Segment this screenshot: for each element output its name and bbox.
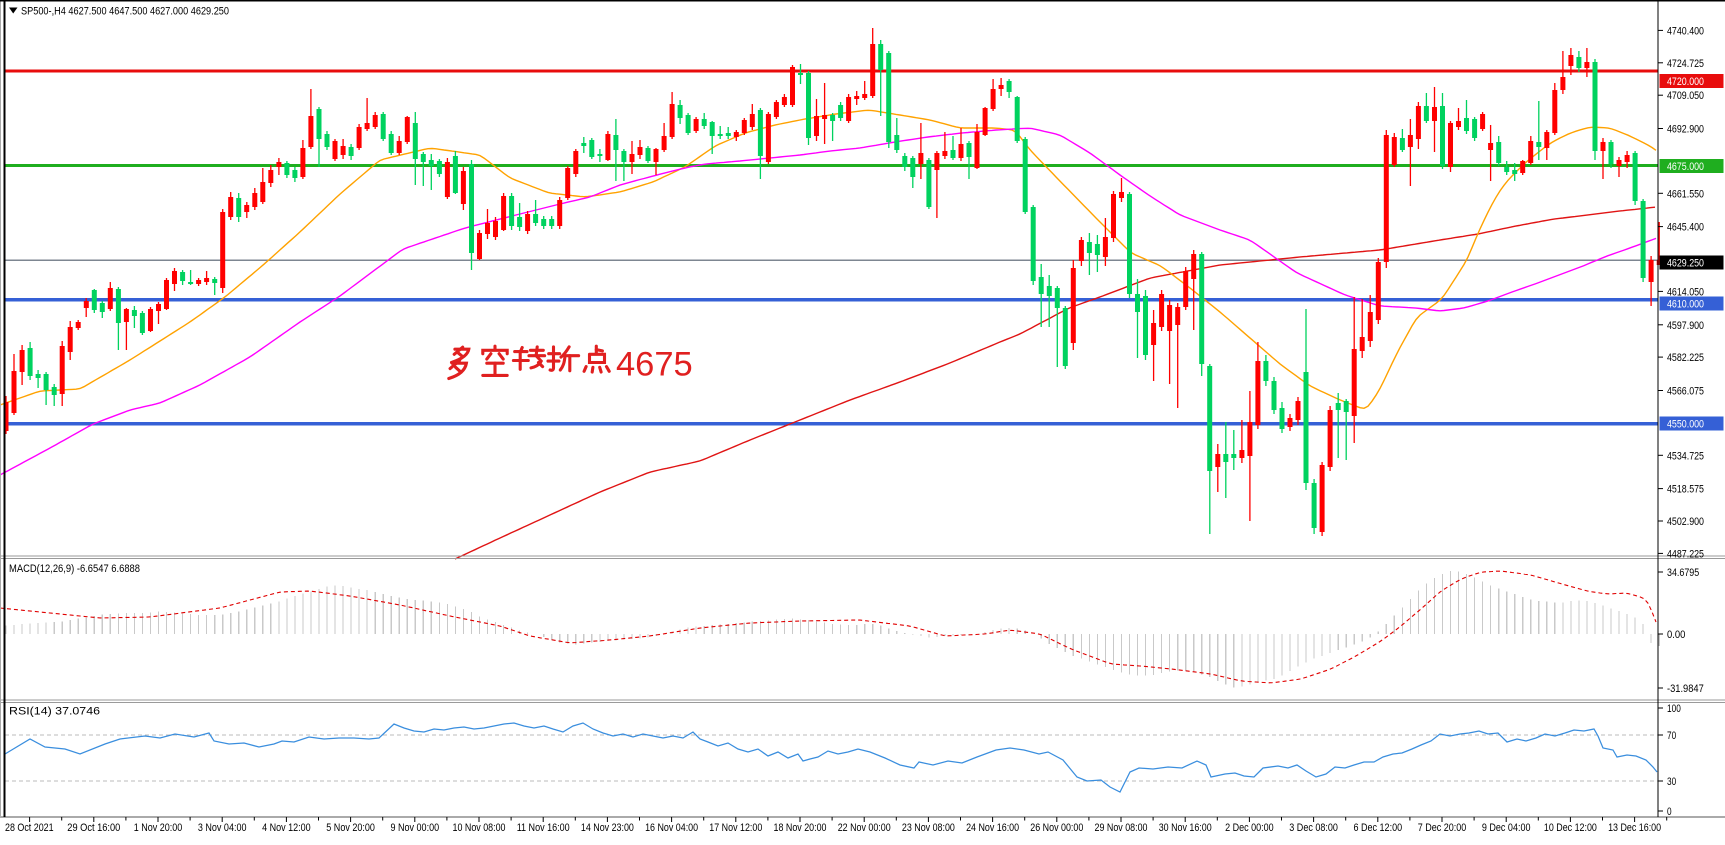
svg-text:34.6795: 34.6795 [1667,567,1699,579]
svg-text:RSI(14) 37.0746: RSI(14) 37.0746 [9,706,100,718]
svg-text:4645.400: 4645.400 [1667,222,1704,234]
svg-text:4675: 4675 [616,346,693,384]
svg-text:4 Nov 12:00: 4 Nov 12:00 [262,822,311,834]
svg-text:3 Nov 04:00: 3 Nov 04:00 [198,822,247,834]
svg-text:10 Dec 12:00: 10 Dec 12:00 [1544,822,1597,834]
svg-text:4502.900: 4502.900 [1667,516,1704,528]
svg-text:28 Oct 2021: 28 Oct 2021 [5,822,54,834]
svg-text:16 Nov 04:00: 16 Nov 04:00 [645,822,698,834]
svg-text:10 Nov 08:00: 10 Nov 08:00 [453,822,506,834]
svg-text:0: 0 [1667,806,1672,818]
svg-text:4582.225: 4582.225 [1667,352,1704,364]
svg-text:4550.000: 4550.000 [1667,419,1704,431]
svg-text:7 Dec 20:00: 7 Dec 20:00 [1418,822,1467,834]
svg-text:17 Nov 12:00: 17 Nov 12:00 [709,822,762,834]
svg-text:2 Dec 00:00: 2 Dec 00:00 [1225,822,1274,834]
svg-text:30: 30 [1667,776,1676,788]
svg-text:23 Nov 08:00: 23 Nov 08:00 [902,822,955,834]
svg-text:SP500-,H4 4627.500 4647.500 4: SP500-,H4 4627.500 4647.500 4627.000 462… [21,6,229,18]
svg-text:9 Nov 00:00: 9 Nov 00:00 [391,822,440,834]
svg-text:4692.900: 4692.900 [1667,124,1704,136]
svg-text:6 Dec 12:00: 6 Dec 12:00 [1354,822,1403,834]
svg-text:26 Nov 00:00: 26 Nov 00:00 [1030,822,1083,834]
svg-text:3 Dec 08:00: 3 Dec 08:00 [1289,822,1338,834]
svg-text:4597.900: 4597.900 [1667,320,1704,332]
svg-text:1 Nov 20:00: 1 Nov 20:00 [134,822,183,834]
svg-text:4518.575: 4518.575 [1667,484,1704,496]
svg-text:4675.000: 4675.000 [1667,161,1704,173]
svg-text:MACD(12,26,9) -6.6547 6.6888: MACD(12,26,9) -6.6547 6.6888 [9,563,140,575]
svg-text:-31.9847: -31.9847 [1667,683,1704,695]
svg-text:14 Nov 23:00: 14 Nov 23:00 [581,822,634,834]
svg-text:4614.050: 4614.050 [1667,286,1704,298]
svg-text:4740.400: 4740.400 [1667,25,1704,37]
svg-text:4709.050: 4709.050 [1667,90,1704,102]
svg-text:0.00: 0.00 [1667,629,1685,641]
svg-text:4720.000: 4720.000 [1667,76,1704,88]
svg-text:24 Nov 16:00: 24 Nov 16:00 [966,822,1019,834]
svg-text:29 Nov 08:00: 29 Nov 08:00 [1095,822,1148,834]
svg-text:11 Nov 16:00: 11 Nov 16:00 [517,822,570,834]
svg-text:70: 70 [1667,730,1676,742]
svg-text:100: 100 [1667,703,1681,715]
svg-text:5 Nov 20:00: 5 Nov 20:00 [326,822,375,834]
svg-text:30 Nov 16:00: 30 Nov 16:00 [1159,822,1212,834]
svg-text:22 Nov 00:00: 22 Nov 00:00 [838,822,891,834]
svg-text:4661.550: 4661.550 [1667,188,1704,200]
svg-text:4724.725: 4724.725 [1667,58,1704,70]
svg-text:4610.000: 4610.000 [1667,299,1704,311]
svg-text:9 Dec 04:00: 9 Dec 04:00 [1482,822,1531,834]
svg-text:4534.725: 4534.725 [1667,450,1704,462]
svg-text:4566.075: 4566.075 [1667,386,1704,398]
svg-text:18 Nov 20:00: 18 Nov 20:00 [774,822,827,834]
svg-text:13 Dec 16:00: 13 Dec 16:00 [1608,822,1661,834]
svg-text:4487.225: 4487.225 [1667,548,1704,560]
svg-text:29 Oct 16:00: 29 Oct 16:00 [67,822,120,834]
svg-text:4629.250: 4629.250 [1667,258,1704,270]
